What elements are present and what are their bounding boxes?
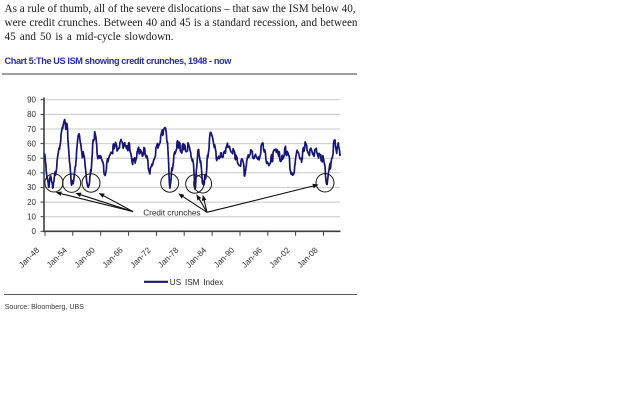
svg-text:Jan-08: Jan-08 [296, 245, 320, 269]
svg-text:Jan-96: Jan-96 [240, 245, 264, 269]
svg-text:Jan-78: Jan-78 [156, 245, 180, 269]
svg-text:US ISM Index: US ISM Index [170, 278, 224, 287]
svg-text:60: 60 [27, 139, 36, 148]
svg-text:40: 40 [27, 169, 36, 178]
svg-text:Jan-48: Jan-48 [17, 245, 41, 269]
svg-text:70: 70 [27, 125, 36, 134]
svg-text:10: 10 [27, 213, 36, 222]
svg-text:Jan-84: Jan-84 [184, 245, 208, 269]
svg-text:0: 0 [32, 227, 37, 236]
svg-text:Jan-66: Jan-66 [101, 245, 125, 269]
svg-text:Jan-54: Jan-54 [45, 245, 69, 269]
svg-text:50: 50 [27, 154, 36, 163]
svg-text:30: 30 [27, 183, 36, 192]
svg-text:90: 90 [27, 96, 36, 105]
svg-text:Jan-90: Jan-90 [212, 245, 236, 269]
svg-text:80: 80 [27, 110, 36, 119]
svg-text:Jan-72: Jan-72 [129, 245, 153, 269]
svg-text:Credit crunches: Credit crunches [143, 208, 200, 217]
svg-text:Jan-02: Jan-02 [268, 245, 292, 269]
svg-text:Jan-60: Jan-60 [73, 245, 97, 269]
svg-text:20: 20 [27, 198, 36, 207]
